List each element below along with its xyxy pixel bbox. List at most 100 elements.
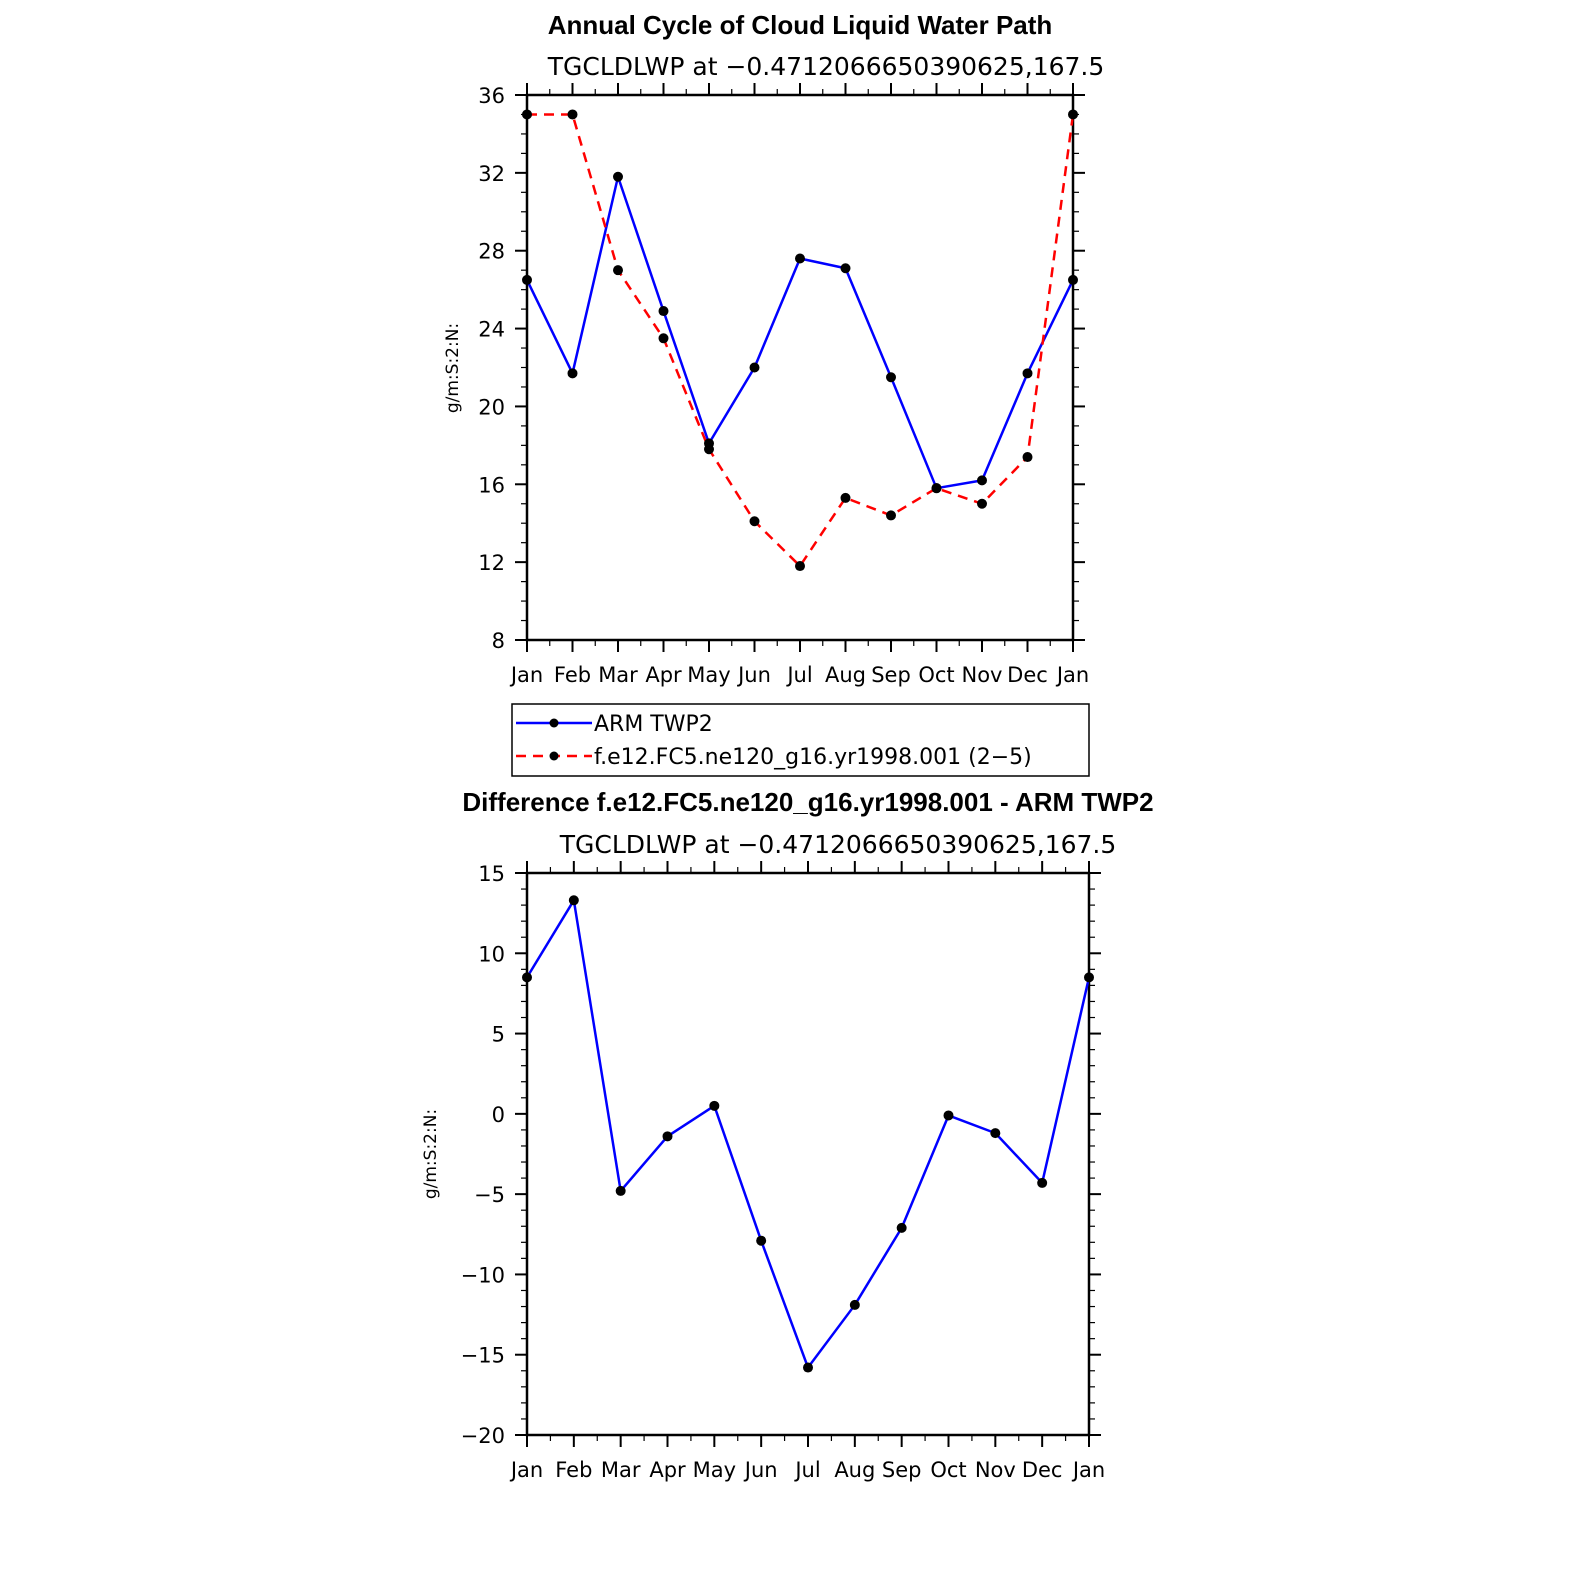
legend-marker-model — [549, 751, 559, 761]
y-tick-label: −5 — [474, 1183, 505, 1207]
data-point — [1068, 109, 1078, 120]
data-point — [756, 1235, 767, 1246]
data-point — [886, 372, 896, 383]
chart-title: Annual Cycle of Cloud Liquid Water Path — [548, 10, 1053, 40]
axis-ticks — [515, 861, 1101, 1447]
x-tick-label: Jan — [1071, 1458, 1105, 1482]
legend-box — [511, 703, 1090, 777]
data-point — [931, 483, 942, 494]
y-tick-label: 15 — [478, 862, 505, 886]
data-point — [709, 1100, 720, 1111]
y-tick-label: 24 — [478, 318, 505, 342]
y-tick-label: −20 — [461, 1424, 505, 1448]
data-point — [795, 253, 805, 264]
x-tick-labels: Jan Feb Mar Apr May Jun Jul Aug Sep Oct Nov Dec Jan — [509, 663, 1089, 687]
x-tick-label: Jan — [1055, 663, 1089, 687]
x-tick-label: Dec — [1022, 1458, 1063, 1482]
data-point — [840, 492, 851, 503]
x-tick-label: May — [693, 1458, 736, 1482]
y-tick-label: 8 — [492, 629, 505, 653]
plot-series — [522, 109, 1078, 572]
data-point — [1022, 452, 1033, 463]
y-tick-label: 28 — [478, 240, 505, 264]
data-point — [849, 1299, 860, 1310]
x-tick-label: Nov — [975, 1458, 1016, 1482]
x-tick-label: Jul — [793, 1458, 820, 1482]
y-tick-label: 20 — [478, 395, 505, 419]
y-tick-label: 12 — [478, 551, 505, 575]
data-point — [803, 1362, 813, 1373]
x-tick-label: Aug — [834, 1458, 875, 1482]
data-point — [896, 1222, 907, 1233]
data-point — [615, 1185, 626, 1196]
data-point — [943, 1110, 954, 1121]
x-tick-label: Jan — [509, 1458, 543, 1482]
data-point — [1084, 972, 1094, 983]
series-line — [525, 899, 1091, 1369]
series-line — [525, 175, 1075, 490]
x-tick-label: May — [687, 663, 730, 687]
x-tick-label: Feb — [554, 663, 591, 687]
plot-frame — [525, 93, 1075, 642]
data-point — [749, 362, 760, 373]
data-point — [795, 561, 805, 572]
data-point — [658, 333, 669, 344]
plot-frame — [525, 871, 1091, 1437]
y-tick-labels: 8 12 16 20 24 28 32 36 — [478, 84, 505, 653]
x-tick-label: Apr — [649, 1458, 686, 1482]
y-tick-label: 10 — [478, 942, 505, 966]
x-tick-label: Aug — [825, 663, 866, 687]
data-point — [522, 972, 532, 983]
x-tick-label: Oct — [930, 1458, 966, 1482]
legend-label-model: f.e12.FC5.ne120_g16.yr1998.001 (2−5) — [594, 745, 1032, 770]
y-tick-label: 32 — [478, 162, 505, 186]
data-point — [658, 306, 669, 317]
chart-title: Difference f.e12.FC5.ne120_g16.yr1998.00… — [462, 787, 1153, 817]
y-axis-label: g/m:S:2:N: — [443, 323, 463, 413]
plot-series — [522, 895, 1094, 1373]
data-point — [1022, 368, 1033, 379]
x-tick-label: Nov — [962, 663, 1003, 687]
x-tick-label: Jun — [736, 663, 771, 687]
data-point — [977, 498, 987, 509]
chart-subtitle: TGCLDLWP at −0.4712066650390625,167.5 — [559, 830, 1117, 859]
y-axis-label: g/m:S:2:N: — [421, 1109, 441, 1199]
data-point — [522, 274, 532, 285]
legend-label-arm-twp2: ARM TWP2 — [594, 712, 713, 737]
x-tick-label: Sep — [871, 663, 911, 687]
data-point — [568, 895, 579, 906]
y-tick-label: 16 — [478, 473, 505, 497]
x-tick-label: Oct — [918, 663, 954, 687]
data-point — [567, 368, 578, 379]
y-tick-label: 36 — [478, 84, 505, 108]
data-point — [840, 263, 851, 274]
x-tick-label: Jun — [743, 1458, 778, 1482]
y-tick-labels: −20 −15 −10 −5 0 5 10 15 — [461, 862, 505, 1448]
legend: ARM TWP2 f.e12.FC5.ne120_g16.yr1998.001 … — [511, 703, 1090, 777]
x-tick-label: Apr — [645, 663, 682, 687]
data-point — [567, 109, 578, 120]
y-tick-label: −15 — [461, 1344, 505, 1368]
panel-annual-cycle: Annual Cycle of Cloud Liquid Water Path … — [443, 10, 1104, 687]
x-tick-label: Mar — [598, 663, 638, 687]
panel-difference: Difference f.e12.FC5.ne120_g16.yr1998.00… — [421, 787, 1154, 1482]
series-line — [527, 113, 1075, 568]
data-point — [613, 171, 623, 182]
data-point — [749, 516, 760, 527]
data-point — [1068, 274, 1078, 285]
x-tick-label: Sep — [882, 1458, 922, 1482]
x-tick-label: Mar — [601, 1458, 641, 1482]
data-point — [662, 1131, 673, 1142]
x-tick-label: Dec — [1007, 663, 1048, 687]
data-point — [886, 510, 896, 521]
data-point — [977, 475, 987, 486]
x-tick-label: Jan — [509, 663, 543, 687]
y-tick-label: 0 — [492, 1103, 505, 1127]
x-tick-label: Jul — [785, 663, 812, 687]
legend-marker-arm-twp2 — [549, 718, 559, 728]
data-point — [522, 109, 532, 120]
data-point — [990, 1128, 1001, 1139]
y-tick-label: −10 — [461, 1263, 505, 1287]
x-tick-label: Feb — [555, 1458, 592, 1482]
